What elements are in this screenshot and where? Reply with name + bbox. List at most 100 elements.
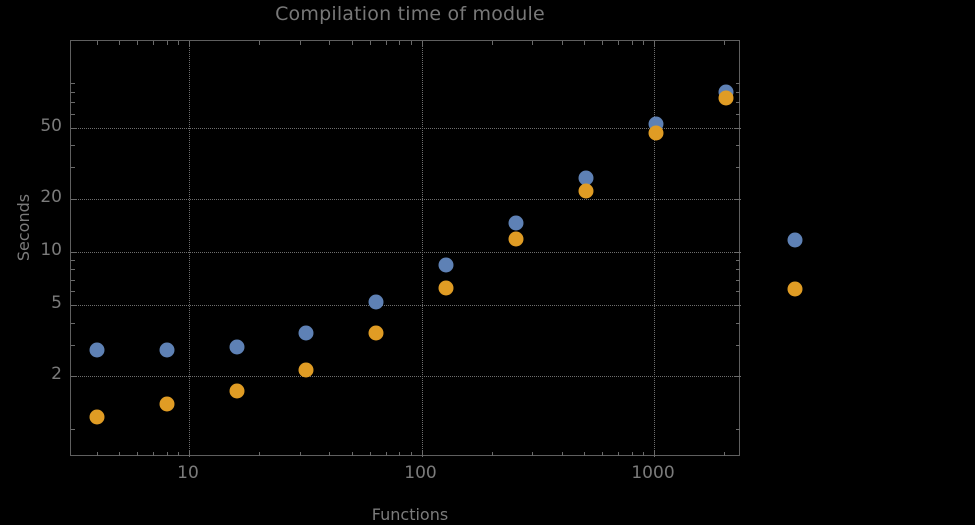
y-tick-label-5: 5 xyxy=(51,293,62,314)
gridline-y-10 xyxy=(71,252,741,253)
tick-y-10 xyxy=(70,252,77,253)
tick-y-40 xyxy=(70,145,75,147)
gridline-x-10 xyxy=(189,41,190,457)
data-point-series-b-512 xyxy=(578,183,594,199)
data-point-series-b-256 xyxy=(508,231,524,247)
tick-x-700 xyxy=(618,40,619,45)
tick-x-10 xyxy=(189,40,190,47)
tick-x-80 xyxy=(399,451,400,456)
tick-x-500 xyxy=(584,40,585,45)
y-axis-title: Seconds xyxy=(14,193,34,262)
gridline-x-1000 xyxy=(654,41,655,457)
tick-x-900 xyxy=(643,451,645,456)
tick-x-5 xyxy=(119,451,120,456)
tick-y-8 xyxy=(70,269,75,271)
tick-x-80 xyxy=(399,40,400,45)
data-point-series-b-4096 xyxy=(787,281,803,297)
tick-x-6 xyxy=(137,451,139,456)
tick-y-60 xyxy=(735,114,740,115)
tick-x-9 xyxy=(178,451,180,456)
tick-x-6 xyxy=(137,40,139,45)
tick-y-7 xyxy=(735,279,740,281)
tick-y-20 xyxy=(70,198,77,200)
tick-x-1000 xyxy=(654,449,655,456)
tick-y-40 xyxy=(735,145,740,147)
y-tick-label-50: 50 xyxy=(40,116,62,136)
tick-x-70 xyxy=(385,40,387,45)
tick-y-50 xyxy=(70,128,77,129)
tick-y-6 xyxy=(70,291,75,293)
data-point-series-a-128 xyxy=(438,257,454,272)
data-point-series-b-8 xyxy=(159,396,174,411)
tick-y-90 xyxy=(735,82,740,84)
data-point-series-a-16 xyxy=(229,339,244,355)
tick-x-1000 xyxy=(654,40,655,47)
tick-x-800 xyxy=(631,451,633,456)
tick-y-9 xyxy=(735,260,740,262)
tick-x-20 xyxy=(259,40,260,45)
data-point-series-b-64 xyxy=(368,325,384,341)
tick-x-60 xyxy=(369,451,371,456)
tick-x-200 xyxy=(491,40,493,45)
tick-x-100 xyxy=(421,449,423,456)
data-point-series-b-128 xyxy=(438,280,454,296)
data-point-series-b-16 xyxy=(229,383,244,399)
tick-x-8 xyxy=(166,40,168,45)
gridline-y-20 xyxy=(71,198,741,200)
tick-x-200 xyxy=(491,451,493,456)
tick-y-1 xyxy=(735,429,740,431)
tick-y-30 xyxy=(70,167,75,169)
x-tick-label-10: 10 xyxy=(177,463,199,483)
tick-y-2 xyxy=(70,376,77,377)
tick-x-300 xyxy=(532,40,534,45)
tick-x-2000 xyxy=(724,40,725,45)
tick-y-90 xyxy=(70,82,75,84)
tick-y-80 xyxy=(70,91,75,93)
tick-x-30 xyxy=(299,451,301,456)
x-axis-title: Functions xyxy=(371,505,449,524)
data-point-series-a-256 xyxy=(508,215,524,231)
data-point-series-a-64 xyxy=(368,294,384,310)
gridline-y-2 xyxy=(71,376,741,377)
tick-x-100 xyxy=(421,40,423,47)
tick-y-4 xyxy=(735,322,740,324)
data-point-series-a-8 xyxy=(159,342,174,358)
tick-x-7 xyxy=(153,451,154,456)
tick-y-5 xyxy=(70,305,77,307)
tick-y-8 xyxy=(735,269,740,271)
tick-x-7 xyxy=(153,40,154,45)
tick-y-80 xyxy=(735,91,740,93)
tick-x-500 xyxy=(584,451,585,456)
tick-y-4 xyxy=(70,322,75,324)
data-point-series-a-4096 xyxy=(787,232,803,248)
tick-x-400 xyxy=(561,451,563,456)
tick-y-6 xyxy=(735,291,740,293)
data-point-series-b-4 xyxy=(89,409,104,425)
chart-title: Compilation time of module xyxy=(275,3,545,25)
gridline-x-100 xyxy=(421,41,423,457)
tick-y-5 xyxy=(733,305,740,307)
tick-x-300 xyxy=(532,451,534,456)
data-point-series-a-4 xyxy=(89,342,104,358)
tick-x-400 xyxy=(561,40,563,45)
data-point-series-a-32 xyxy=(298,325,314,341)
gridline-y-5 xyxy=(71,305,741,307)
gridline-y-50 xyxy=(71,128,741,129)
tick-y-70 xyxy=(70,102,75,104)
tick-x-700 xyxy=(618,451,619,456)
tick-x-40 xyxy=(329,40,330,45)
tick-y-10 xyxy=(733,252,740,253)
y-tick-label-10: 10 xyxy=(40,240,62,260)
y-tick-label-2: 2 xyxy=(51,364,62,384)
tick-x-800 xyxy=(631,40,633,45)
tick-x-20 xyxy=(259,451,260,456)
tick-y-7 xyxy=(70,279,75,281)
plot-area xyxy=(70,40,741,457)
tick-x-90 xyxy=(410,451,412,456)
x-tick-label-1000: 1000 xyxy=(631,463,675,483)
tick-y-2 xyxy=(733,376,740,377)
tick-x-900 xyxy=(643,40,645,45)
tick-x-8 xyxy=(166,451,168,456)
tick-x-30 xyxy=(299,40,301,45)
